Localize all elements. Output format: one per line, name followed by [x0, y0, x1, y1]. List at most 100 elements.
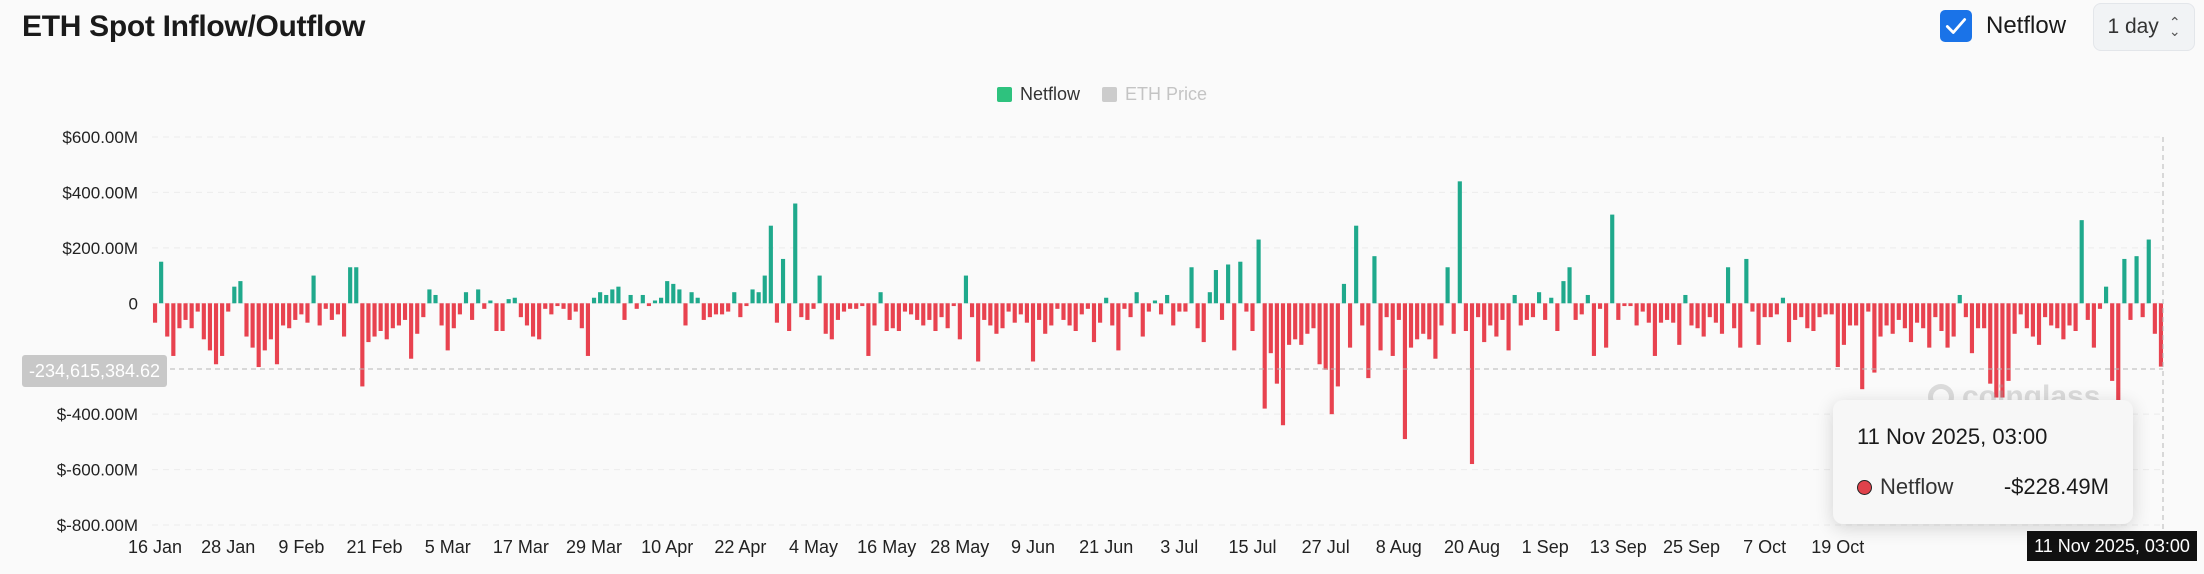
netflow-bar[interactable] — [988, 303, 993, 326]
netflow-bar[interactable] — [1433, 303, 1438, 359]
netflow-bar[interactable] — [506, 299, 511, 304]
netflow-bar[interactable] — [1018, 303, 1023, 315]
netflow-bar[interactable] — [555, 303, 560, 307]
netflow-bar[interactable] — [854, 303, 859, 309]
netflow-bar[interactable] — [726, 303, 731, 312]
netflow-bar[interactable] — [2104, 286, 2109, 304]
netflow-bar[interactable] — [1165, 294, 1170, 304]
netflow-bar[interactable] — [994, 303, 999, 334]
netflow-bar[interactable] — [1652, 303, 1657, 356]
netflow-bar[interactable] — [1658, 303, 1664, 323]
netflow-bar[interactable] — [1024, 303, 1029, 323]
netflow-bar[interactable] — [354, 267, 359, 304]
netflow-bar[interactable] — [2012, 303, 2017, 334]
netflow-bar[interactable] — [1463, 303, 1468, 331]
netflow-bar[interactable] — [841, 303, 847, 312]
netflow-bar[interactable] — [817, 275, 822, 304]
netflow-bar[interactable] — [1872, 303, 1877, 373]
netflow-bar[interactable] — [579, 303, 584, 329]
netflow-bar[interactable] — [939, 303, 944, 318]
netflow-bar[interactable] — [793, 203, 798, 304]
netflow-bar[interactable] — [1811, 303, 1816, 331]
netflow-bar[interactable] — [1561, 281, 1566, 304]
netflow-bar[interactable] — [1646, 303, 1651, 323]
netflow-bar[interactable] — [701, 303, 706, 320]
netflow-bar[interactable] — [1908, 303, 1914, 343]
netflow-bar[interactable] — [591, 297, 597, 304]
netflow-bar[interactable] — [1347, 303, 1353, 348]
netflow-bar[interactable] — [1402, 303, 1407, 440]
netflow-bar[interactable] — [1299, 303, 1304, 345]
netflow-bar[interactable] — [1390, 303, 1395, 356]
netflow-bar[interactable] — [750, 289, 755, 304]
netflow-bar[interactable] — [732, 292, 737, 304]
netflow-bar[interactable] — [2140, 303, 2145, 318]
netflow-bar[interactable] — [1219, 303, 1225, 320]
netflow-bar[interactable] — [1530, 303, 1536, 318]
netflow-bar[interactable] — [256, 303, 261, 368]
netflow-bar[interactable] — [268, 303, 273, 340]
netflow-bar[interactable] — [1183, 303, 1188, 312]
netflow-bar[interactable] — [640, 294, 645, 304]
netflow-bar[interactable] — [1122, 303, 1127, 309]
netflow-bar[interactable] — [1287, 303, 1292, 345]
netflow-bar[interactable] — [543, 303, 548, 309]
netflow-bar[interactable] — [2024, 303, 2029, 329]
netflow-bar[interactable] — [1799, 303, 1804, 318]
netflow-bar[interactable] — [1311, 303, 1316, 329]
netflow-bar[interactable] — [848, 303, 853, 309]
netflow-bar[interactable] — [1768, 303, 1773, 318]
netflow-bar[interactable] — [1689, 303, 1694, 326]
netflow-bar[interactable] — [1732, 303, 1737, 329]
netflow-bar[interactable] — [1091, 303, 1097, 343]
netflow-bar[interactable] — [1805, 303, 1810, 329]
netflow-bar[interactable] — [390, 303, 395, 329]
netflow-bar[interactable] — [305, 303, 310, 323]
netflow-bar[interactable] — [1896, 303, 1901, 320]
netflow-bar[interactable] — [433, 294, 438, 304]
netflow-bar[interactable] — [1439, 303, 1444, 326]
netflow-bar[interactable] — [677, 289, 682, 304]
netflow-bar[interactable] — [201, 303, 206, 340]
netflow-bar[interactable] — [396, 303, 401, 326]
netflow-bar[interactable] — [1256, 239, 1261, 304]
netflow-bar[interactable] — [1177, 303, 1182, 312]
netflow-bar[interactable] — [518, 303, 523, 318]
netflow-bar[interactable] — [1866, 303, 1871, 312]
netflow-bar[interactable] — [1274, 303, 1279, 384]
netflow-bar[interactable] — [1128, 303, 1133, 318]
netflow-bar[interactable] — [1829, 303, 1834, 315]
netflow-bar[interactable] — [1000, 303, 1005, 329]
netflow-bar[interactable] — [421, 303, 426, 318]
netflow-bar[interactable] — [1963, 303, 1968, 318]
netflow-bar[interactable] — [1445, 267, 1450, 304]
netflow-bar[interactable] — [488, 300, 493, 304]
netflow-bar[interactable] — [1549, 297, 1554, 304]
netflow-bar[interactable] — [799, 303, 804, 318]
netflow-bar[interactable] — [1469, 303, 1475, 465]
netflow-bar[interactable] — [1244, 303, 1249, 312]
netflow-bar[interactable] — [1366, 303, 1371, 379]
netflow-bar[interactable] — [1341, 283, 1347, 304]
netflow-bar[interactable] — [1408, 303, 1414, 348]
netflow-bar[interactable] — [909, 303, 914, 315]
netflow-bar[interactable] — [2000, 303, 2005, 398]
netflow-bar[interactable] — [634, 303, 639, 309]
netflow-bar[interactable] — [762, 275, 767, 304]
netflow-bar[interactable] — [482, 303, 487, 309]
netflow-bar[interactable] — [524, 303, 530, 326]
netflow-bar[interactable] — [1482, 303, 1487, 343]
netflow-bar[interactable] — [1622, 303, 1627, 307]
netflow-bar[interactable] — [951, 303, 956, 307]
netflow-bar[interactable] — [1280, 303, 1286, 426]
netflow-bar[interactable] — [1335, 303, 1340, 387]
netflow-bar[interactable] — [226, 303, 231, 312]
netflow-bar[interactable] — [183, 303, 188, 320]
netflow-bar[interactable] — [476, 289, 481, 304]
netflow-bar[interactable] — [335, 303, 341, 315]
netflow-bar[interactable] — [1506, 303, 1511, 351]
netflow-bar[interactable] — [1713, 303, 1718, 323]
netflow-bar[interactable] — [1037, 303, 1042, 320]
netflow-bar[interactable] — [220, 303, 225, 356]
